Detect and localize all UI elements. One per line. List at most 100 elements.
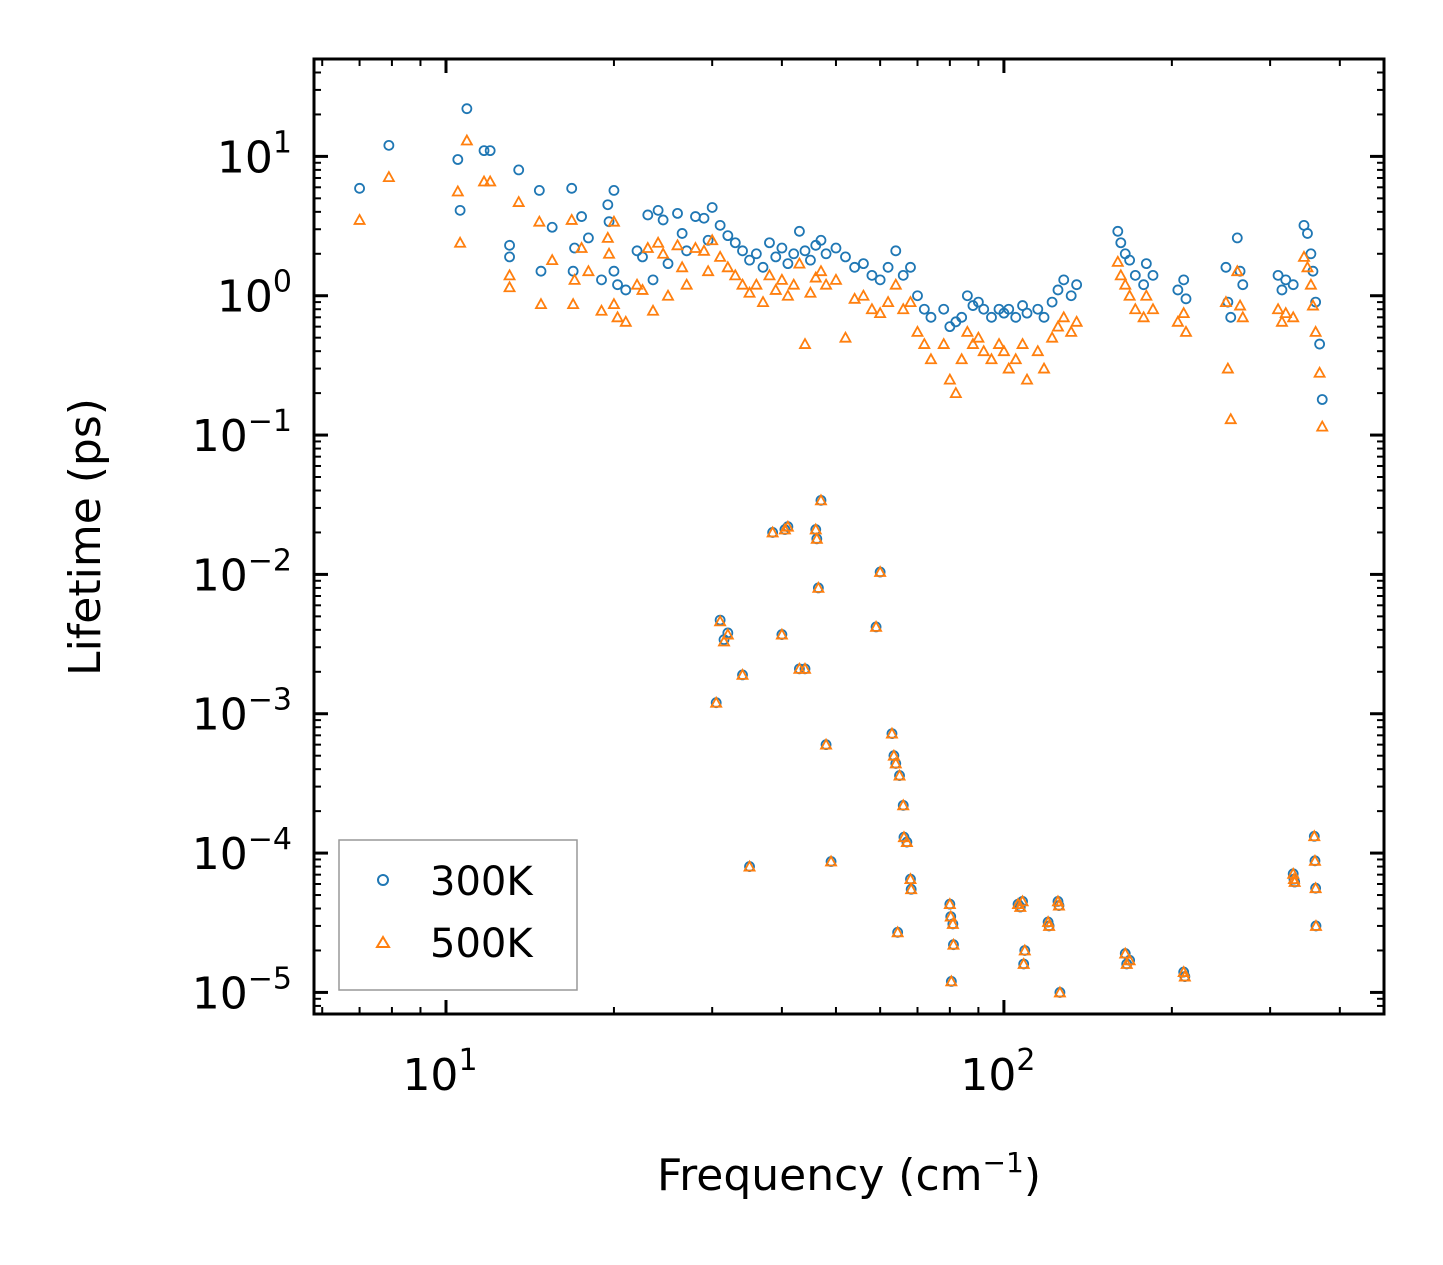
- point-300K: [805, 254, 816, 266]
- point-500K: [1304, 277, 1318, 290]
- point-500K: [743, 285, 757, 298]
- legend[interactable]: 300K 500K: [338, 839, 578, 991]
- point-300K: [1147, 269, 1159, 281]
- point-300K: [647, 274, 659, 286]
- point-500K: [566, 297, 580, 310]
- point-500K: [824, 854, 838, 867]
- point-500K: [641, 241, 655, 253]
- point-300K: [938, 303, 950, 315]
- point-300K: [961, 290, 973, 302]
- point-300K: [576, 211, 587, 222]
- x-tick-label: 101: [402, 1043, 477, 1101]
- point-500K: [787, 277, 801, 290]
- point-500K: [1309, 325, 1323, 337]
- point-300K: [874, 274, 886, 286]
- point-500K: [1177, 306, 1191, 319]
- series-500K-points: [353, 133, 1329, 998]
- point-500K: [917, 337, 931, 349]
- point-500K: [701, 264, 715, 277]
- point-300K: [897, 269, 909, 281]
- point-500K: [1051, 894, 1065, 907]
- plot-area: [312, 57, 1386, 1016]
- point-500K: [955, 352, 969, 365]
- point-300K: [794, 225, 805, 237]
- point-300K: [504, 239, 515, 251]
- point-300K: [858, 258, 869, 270]
- point-300K: [1314, 338, 1326, 350]
- point-500K: [904, 882, 918, 895]
- y-axis-title: Lifetime (ps): [60, 398, 111, 676]
- point-500K: [1177, 965, 1191, 977]
- point-500K: [766, 525, 780, 538]
- point-500K: [735, 668, 750, 680]
- point-500K: [460, 133, 474, 146]
- point-300K: [546, 221, 558, 233]
- point-500K: [887, 748, 901, 761]
- point-300K: [662, 258, 674, 270]
- point-300K: [788, 248, 800, 260]
- point-300K: [452, 154, 464, 165]
- point-500K: [881, 295, 895, 308]
- point-300K: [1046, 296, 1058, 308]
- point-500K: [353, 213, 367, 225]
- point-300K: [1225, 311, 1237, 323]
- point-500K: [798, 337, 812, 349]
- x-tick-label: 102: [960, 1043, 1035, 1101]
- point-500K: [1118, 946, 1132, 959]
- point-300K: [1038, 311, 1050, 323]
- point-500K: [873, 565, 887, 577]
- point-500K: [1123, 288, 1137, 301]
- point-500K: [1221, 361, 1235, 374]
- point-500K: [646, 303, 660, 316]
- point-500K: [1219, 295, 1233, 308]
- point-300K: [583, 232, 594, 244]
- point-300K: [454, 204, 466, 216]
- point-500K: [809, 270, 823, 283]
- point-300K: [967, 300, 979, 311]
- point-500K: [534, 297, 548, 310]
- point-500K: [713, 614, 727, 627]
- point-500K: [873, 306, 887, 319]
- point-500K: [1309, 881, 1323, 894]
- point-300K: [608, 185, 620, 196]
- point-300K: [1220, 261, 1232, 273]
- point-500K: [792, 256, 806, 269]
- point-500K: [896, 302, 910, 315]
- point-500K: [735, 277, 750, 290]
- point-500K: [1179, 325, 1193, 337]
- point-500K: [1016, 337, 1030, 349]
- major-ticks: [314, 59, 1384, 1014]
- point-500K: [1053, 985, 1067, 998]
- point-500K: [946, 917, 960, 929]
- point-300K: [820, 248, 832, 260]
- point-500K: [721, 627, 735, 640]
- point-500K: [1275, 314, 1289, 327]
- point-500K: [810, 531, 824, 544]
- point-500K: [1178, 969, 1192, 982]
- legend-300K-label: 300K: [430, 859, 534, 905]
- point-500K: [781, 519, 795, 532]
- point-500K: [1271, 302, 1285, 315]
- point-500K: [1307, 829, 1321, 842]
- point-300K: [776, 242, 788, 254]
- point-300K: [1052, 284, 1064, 296]
- point-500K: [717, 634, 731, 647]
- point-300K: [1138, 279, 1150, 291]
- point-300K: [1231, 232, 1243, 244]
- point-500K: [803, 285, 817, 298]
- point-500K: [1042, 919, 1056, 931]
- minor-ticks: [314, 58, 1384, 1015]
- x-axis-title-main: Frequency (cm: [657, 1150, 983, 1201]
- point-500K: [1230, 264, 1244, 277]
- point-500K: [1057, 310, 1071, 323]
- point-500K: [943, 372, 957, 385]
- x-tick-labels: 101 102: [402, 1043, 1035, 1101]
- point-500K: [944, 909, 958, 922]
- point-500K: [619, 314, 633, 327]
- y-tick-label: 101: [217, 125, 292, 183]
- point-500K: [856, 288, 870, 301]
- y-tick-label: 10−5: [192, 961, 292, 1019]
- point-500K: [949, 386, 963, 399]
- point-300K: [764, 237, 775, 249]
